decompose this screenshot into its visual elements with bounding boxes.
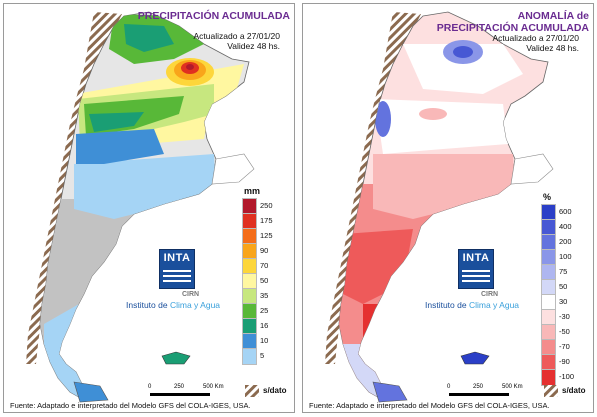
legend-label: 70	[260, 261, 269, 270]
anomaly-map	[325, 11, 554, 403]
north-teal-rain	[124, 24, 174, 52]
ne-rain-darkred	[186, 64, 194, 70]
tierra-del-fuego	[73, 381, 109, 403]
institute-prefix: Instituto de	[425, 300, 469, 310]
updated-date: Actualizado a 27/01/20	[193, 31, 280, 41]
legend-label: 30	[559, 297, 568, 306]
legend-label: -30	[559, 312, 570, 321]
legend-label: 125	[260, 231, 273, 240]
legend-label: 16	[260, 321, 269, 330]
inta-logo-text: INTA	[462, 252, 490, 264]
nodata-swatch	[544, 385, 558, 397]
legend-label: 200	[559, 237, 572, 246]
legend-label: 5	[260, 351, 265, 360]
tierra-del-fuego	[372, 381, 408, 403]
malvinas-islands	[161, 351, 191, 365]
map-title: ANOMALÍA de PRECIPITACIÓN ACUMULADA	[437, 10, 589, 34]
institute-highlight: Clima y Agua	[468, 300, 520, 310]
no-data-hatch-chile	[325, 12, 421, 364]
scale-label-500: 500 Km	[203, 384, 224, 390]
rain-band-blue	[76, 129, 164, 164]
legend-label: -70	[559, 342, 570, 351]
scale-label-0: 0	[447, 384, 451, 390]
inta-logo-text: INTA	[163, 252, 191, 264]
source-note: Fuente: Adaptado e interpretado del Mode…	[10, 401, 251, 410]
legend-label: 50	[559, 282, 568, 291]
anomaly-surplus-core	[453, 46, 473, 58]
institute-name: Instituto de Clima y Agua	[425, 300, 519, 310]
nodata-swatch	[245, 385, 259, 397]
legend-label: 25	[260, 306, 269, 315]
cirn-label: CIRN	[481, 291, 499, 298]
title-line-2: PRECIPITACIÓN ACUMULADA	[436, 22, 589, 34]
cirn-label: CIRN	[182, 291, 200, 298]
update-info: Actualizado a 27/01/20 Validez 48 hs.	[493, 33, 579, 53]
legend-label: -50	[559, 327, 570, 336]
scale-label-250: 250	[473, 384, 484, 390]
validity: Validez 48 hs.	[227, 41, 280, 51]
legend-label: 50	[260, 276, 269, 285]
legend-label: -100	[559, 372, 575, 381]
validity: Validez 48 hs.	[526, 43, 579, 53]
legend-label: 75	[559, 267, 568, 276]
source-note: Fuente: Adaptado e interpretado del Mode…	[309, 401, 550, 410]
malvinas-islands	[460, 351, 490, 365]
institute-prefix: Instituto de	[126, 300, 170, 310]
precipitation-map-panel: PRECIPITACIÓN ACUMULADA Actualizado a 27…	[3, 3, 295, 413]
updated-date: Actualizado a 27/01/20	[492, 33, 579, 43]
anomaly-deficit-patch	[419, 108, 447, 120]
anomaly-surplus-west	[375, 101, 391, 137]
legend-label: 400	[559, 222, 572, 231]
no-data-hatch-chile	[26, 12, 122, 364]
nodata-label: s/dato	[562, 386, 586, 395]
legend-label: 90	[260, 246, 269, 255]
institute-highlight: Clima y Agua	[169, 300, 221, 310]
legend-label: 100	[559, 252, 572, 261]
title-line-1: ANOMALÍA de	[517, 10, 589, 22]
scale-label-250: 250	[174, 384, 185, 390]
inta-badge: INTA	[458, 249, 494, 289]
map-title: PRECIPITACIÓN ACUMULADA	[137, 10, 290, 22]
uruguay-outline	[510, 153, 554, 185]
scale-label-500: 500 Km	[502, 384, 523, 390]
uruguay-outline	[211, 153, 255, 185]
anomaly-map-panel: ANOMALÍA de PRECIPITACIÓN ACUMULADA Actu…	[302, 3, 594, 413]
anomaly-neutral-center	[375, 99, 508, 154]
legend-label: 175	[260, 216, 273, 225]
legend-swatch	[541, 369, 556, 386]
legend-label: 35	[260, 291, 269, 300]
legend-label: -90	[559, 357, 570, 366]
nodata-label: s/dato	[263, 386, 287, 395]
pampas-light-rain	[74, 154, 216, 219]
legend-unit: mm	[244, 186, 261, 196]
legend-swatch	[242, 348, 257, 365]
legend-label: 600	[559, 207, 572, 216]
anomaly-extreme-deficit	[363, 304, 393, 354]
legend-label: 250	[260, 201, 273, 210]
anomaly-neutral-north	[403, 44, 523, 94]
institute-name: Instituto de Clima y Agua	[126, 300, 220, 310]
anomaly-deficit-pampas	[373, 154, 515, 219]
update-info: Actualizado a 27/01/20 Validez 48 hs.	[194, 31, 280, 51]
precipitation-map	[26, 11, 255, 403]
scale-label-0: 0	[148, 384, 152, 390]
inta-badge: INTA	[159, 249, 195, 289]
legend-label: 10	[260, 336, 269, 345]
rain-band-teal	[89, 112, 144, 132]
legend-unit: %	[543, 192, 552, 202]
anomaly-strong-deficit	[343, 229, 413, 304]
